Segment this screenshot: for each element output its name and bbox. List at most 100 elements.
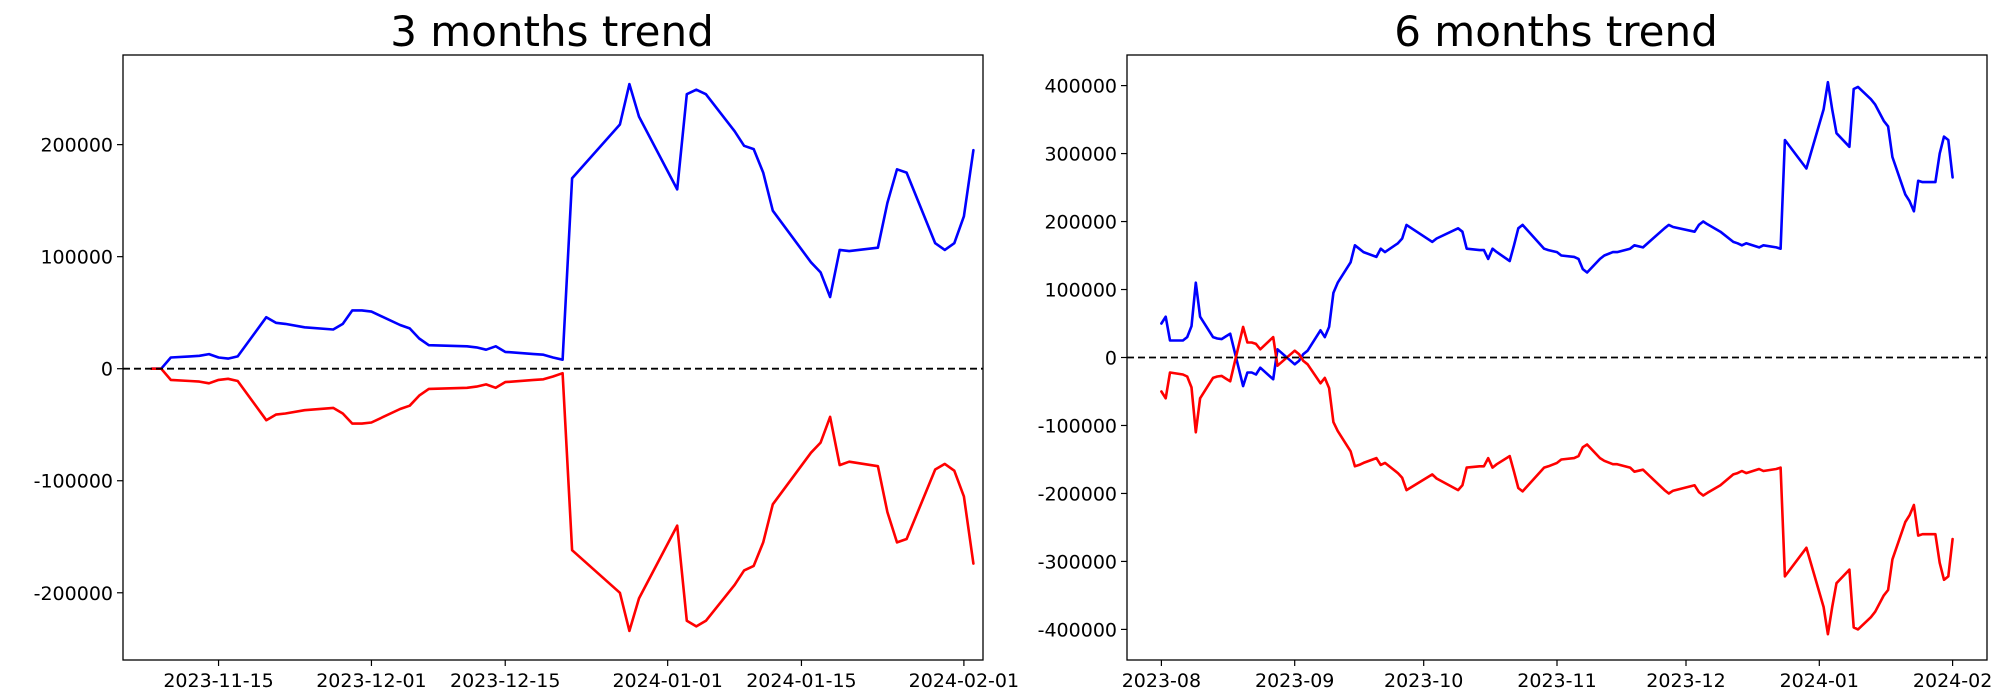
red-data-point	[1805, 546, 1808, 549]
blue-data-point	[1698, 224, 1700, 226]
blue-data-point	[1212, 336, 1214, 338]
red-data-point	[399, 408, 401, 410]
blue-data-point	[1938, 152, 1941, 155]
blue-data-point	[1616, 251, 1619, 254]
x-tick-label: 2023-11	[1517, 670, 1596, 692]
blue-data-point	[752, 148, 755, 151]
blue-data-point	[1298, 360, 1300, 362]
blue-data-point	[1693, 230, 1696, 233]
red-data-point	[227, 377, 230, 380]
red-data-point	[1323, 377, 1326, 379]
red-data-point	[332, 407, 335, 409]
red-data-point	[1457, 489, 1459, 491]
blue-series-line	[1160, 80, 1954, 388]
blue-data-point	[542, 353, 545, 356]
blue-data-point	[1164, 315, 1167, 318]
blue-data-point	[1259, 366, 1262, 369]
blue-data-point	[1358, 247, 1361, 250]
blue-data-point	[1943, 135, 1945, 138]
red-data-point	[1259, 348, 1262, 351]
red-series-line	[1160, 325, 1954, 636]
red-data-point	[1160, 390, 1163, 393]
red-data-point	[1784, 575, 1786, 578]
blue-data-point	[1736, 242, 1739, 245]
x-tick-label: 2024-02	[1913, 670, 1992, 692]
red-data-point	[533, 379, 535, 381]
red-data-point	[361, 422, 363, 425]
blue-data-point	[1848, 145, 1851, 148]
red-data-point	[1857, 628, 1859, 631]
plot-frame	[122, 54, 984, 661]
red-data-point	[351, 422, 354, 425]
blue-data-point	[1784, 139, 1786, 141]
blue-data-point	[1599, 258, 1601, 260]
red-data-point	[1835, 582, 1838, 585]
blue-data-point	[1182, 339, 1184, 342]
red-data-point	[1586, 443, 1588, 446]
red-data-point	[542, 378, 545, 381]
red-data-point	[829, 416, 831, 418]
red-data-point	[733, 584, 736, 586]
blue-data-point	[1934, 181, 1937, 184]
red-data-point	[1706, 491, 1709, 494]
red-data-point	[1741, 470, 1743, 472]
red-data-point	[1947, 575, 1950, 578]
red-series-line	[150, 367, 975, 633]
y-tick-label: 300000	[1044, 144, 1117, 166]
red-data-point	[1852, 626, 1855, 629]
blue-data-point	[1160, 322, 1163, 325]
red-data-point	[953, 469, 956, 472]
blue-data-point	[1190, 325, 1193, 328]
blue-data-point	[1891, 156, 1894, 158]
y-tick-label: 0	[101, 359, 113, 381]
red-data-point	[1560, 458, 1563, 461]
y-tick-label: -400000	[1038, 619, 1117, 641]
red-data-point	[1349, 450, 1352, 453]
blue-data-point	[1581, 268, 1584, 270]
blue-data-point	[169, 356, 172, 359]
blue-data-point	[943, 249, 946, 251]
red-data-point	[1220, 375, 1223, 377]
red-data-point	[1461, 484, 1464, 487]
blue-data-point	[1719, 230, 1722, 233]
blue-data-point	[685, 93, 688, 96]
red-data-point	[1354, 465, 1356, 468]
red-data-point	[418, 394, 421, 397]
x-tick-label: 2023-11-15	[163, 670, 273, 692]
red-data-point	[1255, 343, 1257, 345]
blue-data-point	[275, 321, 277, 324]
blue-data-point	[1397, 242, 1399, 245]
red-data-point	[1384, 462, 1386, 464]
blue-data-point	[1857, 86, 1859, 88]
red-data-point	[217, 379, 220, 381]
blue-data-point	[963, 215, 965, 218]
red-data-point	[265, 419, 268, 422]
blue-data-point	[1229, 332, 1232, 335]
blue-data-point	[1633, 244, 1636, 247]
red-data-point	[1491, 466, 1494, 469]
red-data-point	[1229, 380, 1232, 383]
blue-data-point	[1835, 132, 1838, 135]
blue-data-point	[485, 348, 487, 351]
chart-title: 6 months trend	[1394, 7, 1718, 56]
red-data-point	[1913, 504, 1915, 506]
blue-data-point	[1255, 373, 1257, 376]
red-data-point	[1612, 463, 1614, 466]
blue-data-point	[1874, 103, 1877, 106]
red-data-point	[1199, 397, 1201, 400]
blue-series-line	[150, 82, 975, 371]
red-data-point	[1483, 465, 1485, 468]
blue-data-point	[1362, 251, 1365, 254]
red-data-point	[1616, 463, 1619, 466]
red-data-point	[1629, 466, 1631, 469]
blue-data-point	[877, 246, 879, 249]
red-data-point	[1298, 353, 1300, 355]
red-data-point	[638, 597, 640, 600]
blue-data-point	[1947, 139, 1950, 141]
red-data-point	[1573, 457, 1576, 459]
blue-data-point	[399, 324, 401, 326]
blue-data-point	[1517, 227, 1520, 230]
blue-data-point	[552, 356, 554, 359]
blue-data-point	[1603, 254, 1606, 257]
blue-data-point	[762, 171, 765, 174]
